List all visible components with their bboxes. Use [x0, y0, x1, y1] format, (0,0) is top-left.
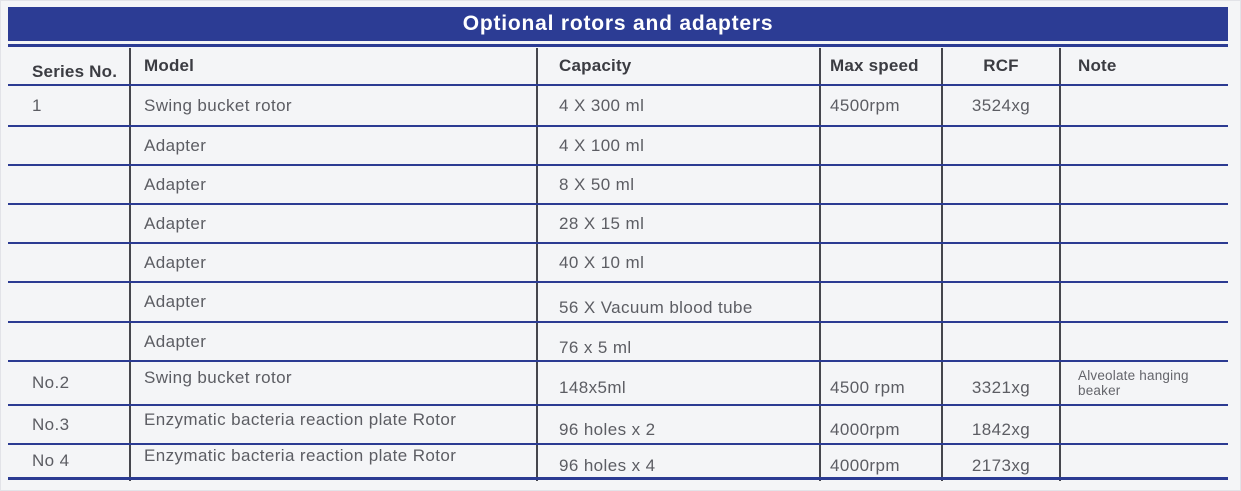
table-row: Adapter 4 X 100 ml: [8, 127, 1228, 166]
cell-note: [1060, 205, 1228, 242]
header-model: Model: [144, 56, 195, 75]
table-row: No 4 Enzymatic bacteria reaction plate R…: [8, 445, 1228, 480]
column-divider: [536, 48, 538, 481]
cell-rcf: [942, 323, 1060, 360]
cell-model: Swing bucket rotor: [144, 95, 292, 115]
cell-note: [1060, 127, 1228, 164]
cell-max-speed: [820, 323, 942, 360]
cell-capacity: 96 holes x 4: [559, 456, 656, 475]
header-series-no: Series No.: [32, 62, 118, 81]
cell-series-no: [8, 127, 130, 164]
table-row: No.2 Swing bucket rotor 148x5ml 4500 rpm…: [8, 362, 1228, 406]
cell-series-no: [8, 283, 130, 321]
rotors-adapters-table: Series No. Model Capacity Max speed RCF …: [8, 48, 1228, 483]
column-divider: [129, 48, 131, 481]
cell-capacity: 96 holes x 2: [559, 419, 656, 439]
cell-max-speed: [820, 205, 942, 242]
cell-series-no: [8, 166, 130, 203]
cell-series-no: No.2: [32, 373, 70, 392]
cell-capacity: 56 X Vacuum blood tube: [559, 298, 753, 317]
cell-series-no: 1: [32, 95, 42, 115]
cell-series-no: [8, 244, 130, 281]
table-row: 1 Swing bucket rotor 4 X 300 ml 4500rpm …: [8, 86, 1228, 127]
cell-capacity: 4 X 100 ml: [559, 135, 645, 155]
cell-series-no: [8, 323, 130, 360]
header-max-speed: Max speed: [830, 56, 919, 75]
cell-capacity: 148x5ml: [559, 378, 627, 397]
cell-note: [1060, 166, 1228, 203]
cell-series-no: No.3: [32, 414, 70, 434]
cell-max-speed: [820, 127, 942, 164]
cell-model: Adapter: [144, 174, 207, 194]
cell-capacity: 76 x 5 ml: [559, 337, 632, 357]
cell-rcf: [942, 283, 1060, 321]
cell-model: Enzymatic bacteria reaction plate Rotor: [144, 409, 457, 429]
banner-underline: [8, 44, 1228, 47]
cell-model: Adapter: [144, 292, 207, 311]
cell-rcf: [942, 205, 1060, 242]
cell-capacity: 40 X 10 ml: [559, 252, 645, 272]
cell-rcf: 1842xg: [971, 419, 1031, 439]
cell-capacity: 4 X 300 ml: [559, 95, 645, 115]
cell-rcf: 3321xg: [971, 378, 1031, 397]
cell-max-speed: [820, 166, 942, 203]
cell-note: [1060, 283, 1228, 321]
cell-max-speed: 4500 rpm: [830, 378, 906, 397]
column-divider: [819, 48, 821, 481]
cell-max-speed: 4000rpm: [830, 456, 900, 475]
header-note: Note: [1078, 56, 1117, 75]
table-title-banner: Optional rotors and adapters: [8, 7, 1228, 41]
table-row: No.3 Enzymatic bacteria reaction plate R…: [8, 406, 1228, 445]
cell-model: Adapter: [144, 135, 207, 155]
column-divider: [1059, 48, 1061, 481]
cell-model: Adapter: [144, 213, 207, 233]
cell-series-no: No 4: [32, 451, 70, 470]
cell-note: [1060, 406, 1228, 443]
cell-max-speed: [820, 283, 942, 321]
cell-rcf: 3524xg: [971, 95, 1031, 115]
table-row: Adapter 8 X 50 ml: [8, 166, 1228, 205]
cell-rcf: [942, 244, 1060, 281]
column-divider: [941, 48, 943, 481]
cell-model: Adapter: [144, 252, 207, 272]
header-capacity: Capacity: [559, 56, 632, 75]
cell-max-speed: 4000rpm: [830, 419, 900, 439]
cell-max-speed: 4500rpm: [830, 95, 900, 115]
table-title: Optional rotors and adapters: [462, 12, 774, 35]
cell-rcf: [942, 127, 1060, 164]
header-rcf: RCF: [983, 56, 1019, 75]
table-row: Adapter 28 X 15 ml: [8, 205, 1228, 244]
cell-rcf: 2173xg: [971, 456, 1031, 475]
cell-note: [1060, 86, 1228, 125]
cell-model: Enzymatic bacteria reaction plate Rotor: [144, 446, 457, 465]
cell-model: Swing bucket rotor: [144, 368, 292, 387]
table-row: Adapter 76 x 5 ml: [8, 323, 1228, 362]
cell-capacity: 8 X 50 ml: [559, 174, 635, 194]
cell-capacity: 28 X 15 ml: [559, 213, 645, 233]
table-row: Adapter 40 X 10 ml: [8, 244, 1228, 283]
table-header-row: Series No. Model Capacity Max speed RCF …: [8, 48, 1228, 86]
cell-note: [1060, 323, 1228, 360]
cell-note: Alveolate hanging beaker: [1078, 368, 1189, 398]
cell-note: [1060, 445, 1228, 477]
table-row: Adapter 56 X Vacuum blood tube: [8, 283, 1228, 323]
cell-model: Adapter: [144, 331, 207, 351]
cell-max-speed: [820, 244, 942, 281]
cell-note: [1060, 244, 1228, 281]
cell-rcf: [942, 166, 1060, 203]
cell-series-no: [8, 205, 130, 242]
